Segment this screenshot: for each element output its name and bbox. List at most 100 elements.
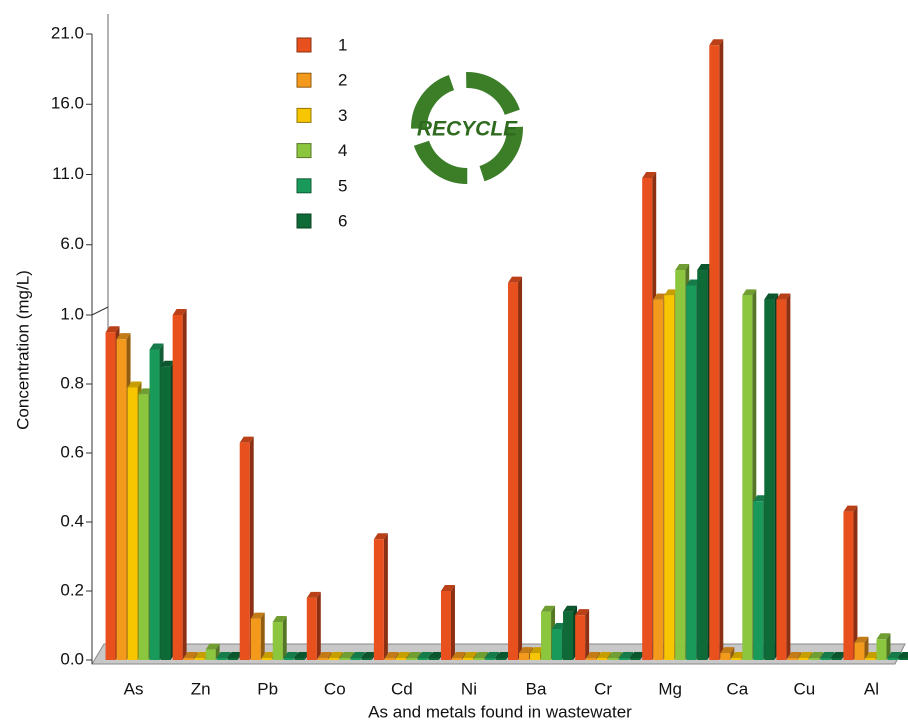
bar bbox=[876, 639, 886, 660]
bar-side bbox=[719, 39, 723, 660]
legend-swatch bbox=[297, 73, 311, 87]
x-tick-label: Pb bbox=[257, 679, 278, 698]
logo-text: RECYCLE bbox=[417, 118, 518, 141]
bar bbox=[452, 658, 462, 660]
bar bbox=[664, 295, 674, 660]
bar bbox=[217, 658, 227, 660]
chart: Concentration (mg/L) As and metals found… bbox=[0, 0, 908, 725]
y-tick-label: 0.6 bbox=[60, 442, 84, 461]
bar bbox=[407, 658, 417, 660]
bar bbox=[496, 658, 506, 660]
bar bbox=[642, 178, 652, 660]
bar bbox=[530, 653, 540, 660]
legend-swatch bbox=[297, 179, 311, 193]
bar bbox=[519, 653, 529, 660]
bar bbox=[295, 658, 305, 660]
y-tick-label: 0.2 bbox=[60, 580, 84, 599]
bar bbox=[820, 658, 830, 660]
y-tick-label: 16.0 bbox=[51, 94, 84, 113]
bar bbox=[318, 658, 328, 660]
legend-label: 2 bbox=[338, 71, 347, 90]
x-tick-label: As bbox=[124, 679, 144, 698]
bar bbox=[362, 658, 372, 660]
bar bbox=[150, 350, 160, 661]
bar bbox=[586, 658, 596, 660]
bar bbox=[195, 658, 205, 660]
bar bbox=[307, 598, 317, 660]
bar bbox=[262, 658, 272, 660]
bar bbox=[206, 650, 216, 660]
bar bbox=[106, 332, 116, 660]
x-tick-label: Zn bbox=[191, 679, 211, 698]
bar bbox=[843, 512, 853, 660]
bar-side bbox=[183, 309, 187, 660]
bar bbox=[374, 539, 384, 660]
bar bbox=[173, 315, 183, 660]
bar bbox=[541, 612, 551, 660]
x-tick-label: Ca bbox=[726, 679, 748, 698]
x-tick-label: Cu bbox=[794, 679, 816, 698]
y-tick-label: 1.0 bbox=[60, 304, 84, 323]
bar bbox=[396, 658, 406, 660]
bar bbox=[228, 658, 238, 660]
legend-label: 6 bbox=[338, 211, 347, 230]
legend-label: 1 bbox=[338, 35, 347, 54]
x-tick-label: Cr bbox=[594, 679, 612, 698]
bar bbox=[575, 615, 585, 660]
y-tick-label: 0.8 bbox=[60, 373, 84, 392]
bar bbox=[720, 653, 730, 660]
y-axis-title: Concentration (mg/L) bbox=[13, 270, 32, 430]
bar bbox=[809, 658, 819, 660]
bar bbox=[340, 658, 350, 660]
bar bbox=[787, 658, 797, 660]
bar bbox=[753, 501, 763, 660]
bar-side bbox=[585, 609, 589, 660]
bar bbox=[731, 658, 741, 660]
bar bbox=[385, 658, 395, 660]
x-tick-label: Ba bbox=[526, 679, 547, 698]
bar bbox=[128, 387, 138, 660]
y-tick-label: 11.0 bbox=[52, 164, 84, 183]
bar bbox=[764, 300, 774, 660]
bar bbox=[284, 658, 294, 660]
bar bbox=[709, 45, 719, 660]
page: {"chart_data": {"type": "bar", "y_label"… bbox=[0, 0, 908, 725]
legend-label: 4 bbox=[338, 141, 347, 160]
x-tick-label: Al bbox=[864, 679, 879, 698]
bar bbox=[351, 658, 361, 660]
bar bbox=[240, 443, 250, 660]
bar bbox=[508, 283, 518, 660]
legend-swatch bbox=[297, 144, 311, 158]
x-axis-title: As and metals found in wastewater bbox=[368, 702, 632, 721]
bar bbox=[273, 622, 283, 660]
x-tick-label: Cd bbox=[391, 679, 413, 698]
bar bbox=[463, 658, 473, 660]
bar bbox=[429, 658, 439, 660]
legend-label: 5 bbox=[338, 176, 347, 195]
bar bbox=[697, 270, 707, 660]
bar bbox=[798, 658, 808, 660]
x-tick-label: Ni bbox=[461, 679, 477, 698]
bar bbox=[563, 612, 573, 660]
bar bbox=[552, 629, 562, 660]
bar bbox=[776, 300, 786, 660]
bar bbox=[619, 658, 629, 660]
bar bbox=[675, 270, 685, 660]
legend-swatch bbox=[297, 214, 311, 228]
y-tick-label: 21.0 bbox=[51, 23, 84, 42]
bar-side bbox=[451, 585, 455, 660]
y-tick-label: 0.0 bbox=[60, 649, 84, 668]
bar-side bbox=[261, 613, 265, 660]
x-tick-label: Co bbox=[324, 679, 346, 698]
bar bbox=[865, 658, 875, 660]
bar-side bbox=[518, 277, 522, 660]
bar bbox=[485, 658, 495, 660]
legend-label: 3 bbox=[338, 106, 347, 125]
bar-side bbox=[283, 616, 287, 660]
bar-side bbox=[786, 294, 790, 660]
y-tick-label: 0.4 bbox=[60, 511, 84, 530]
bar bbox=[630, 658, 640, 660]
bar bbox=[686, 285, 696, 660]
legend-swatch bbox=[297, 108, 311, 122]
bar bbox=[474, 658, 484, 660]
